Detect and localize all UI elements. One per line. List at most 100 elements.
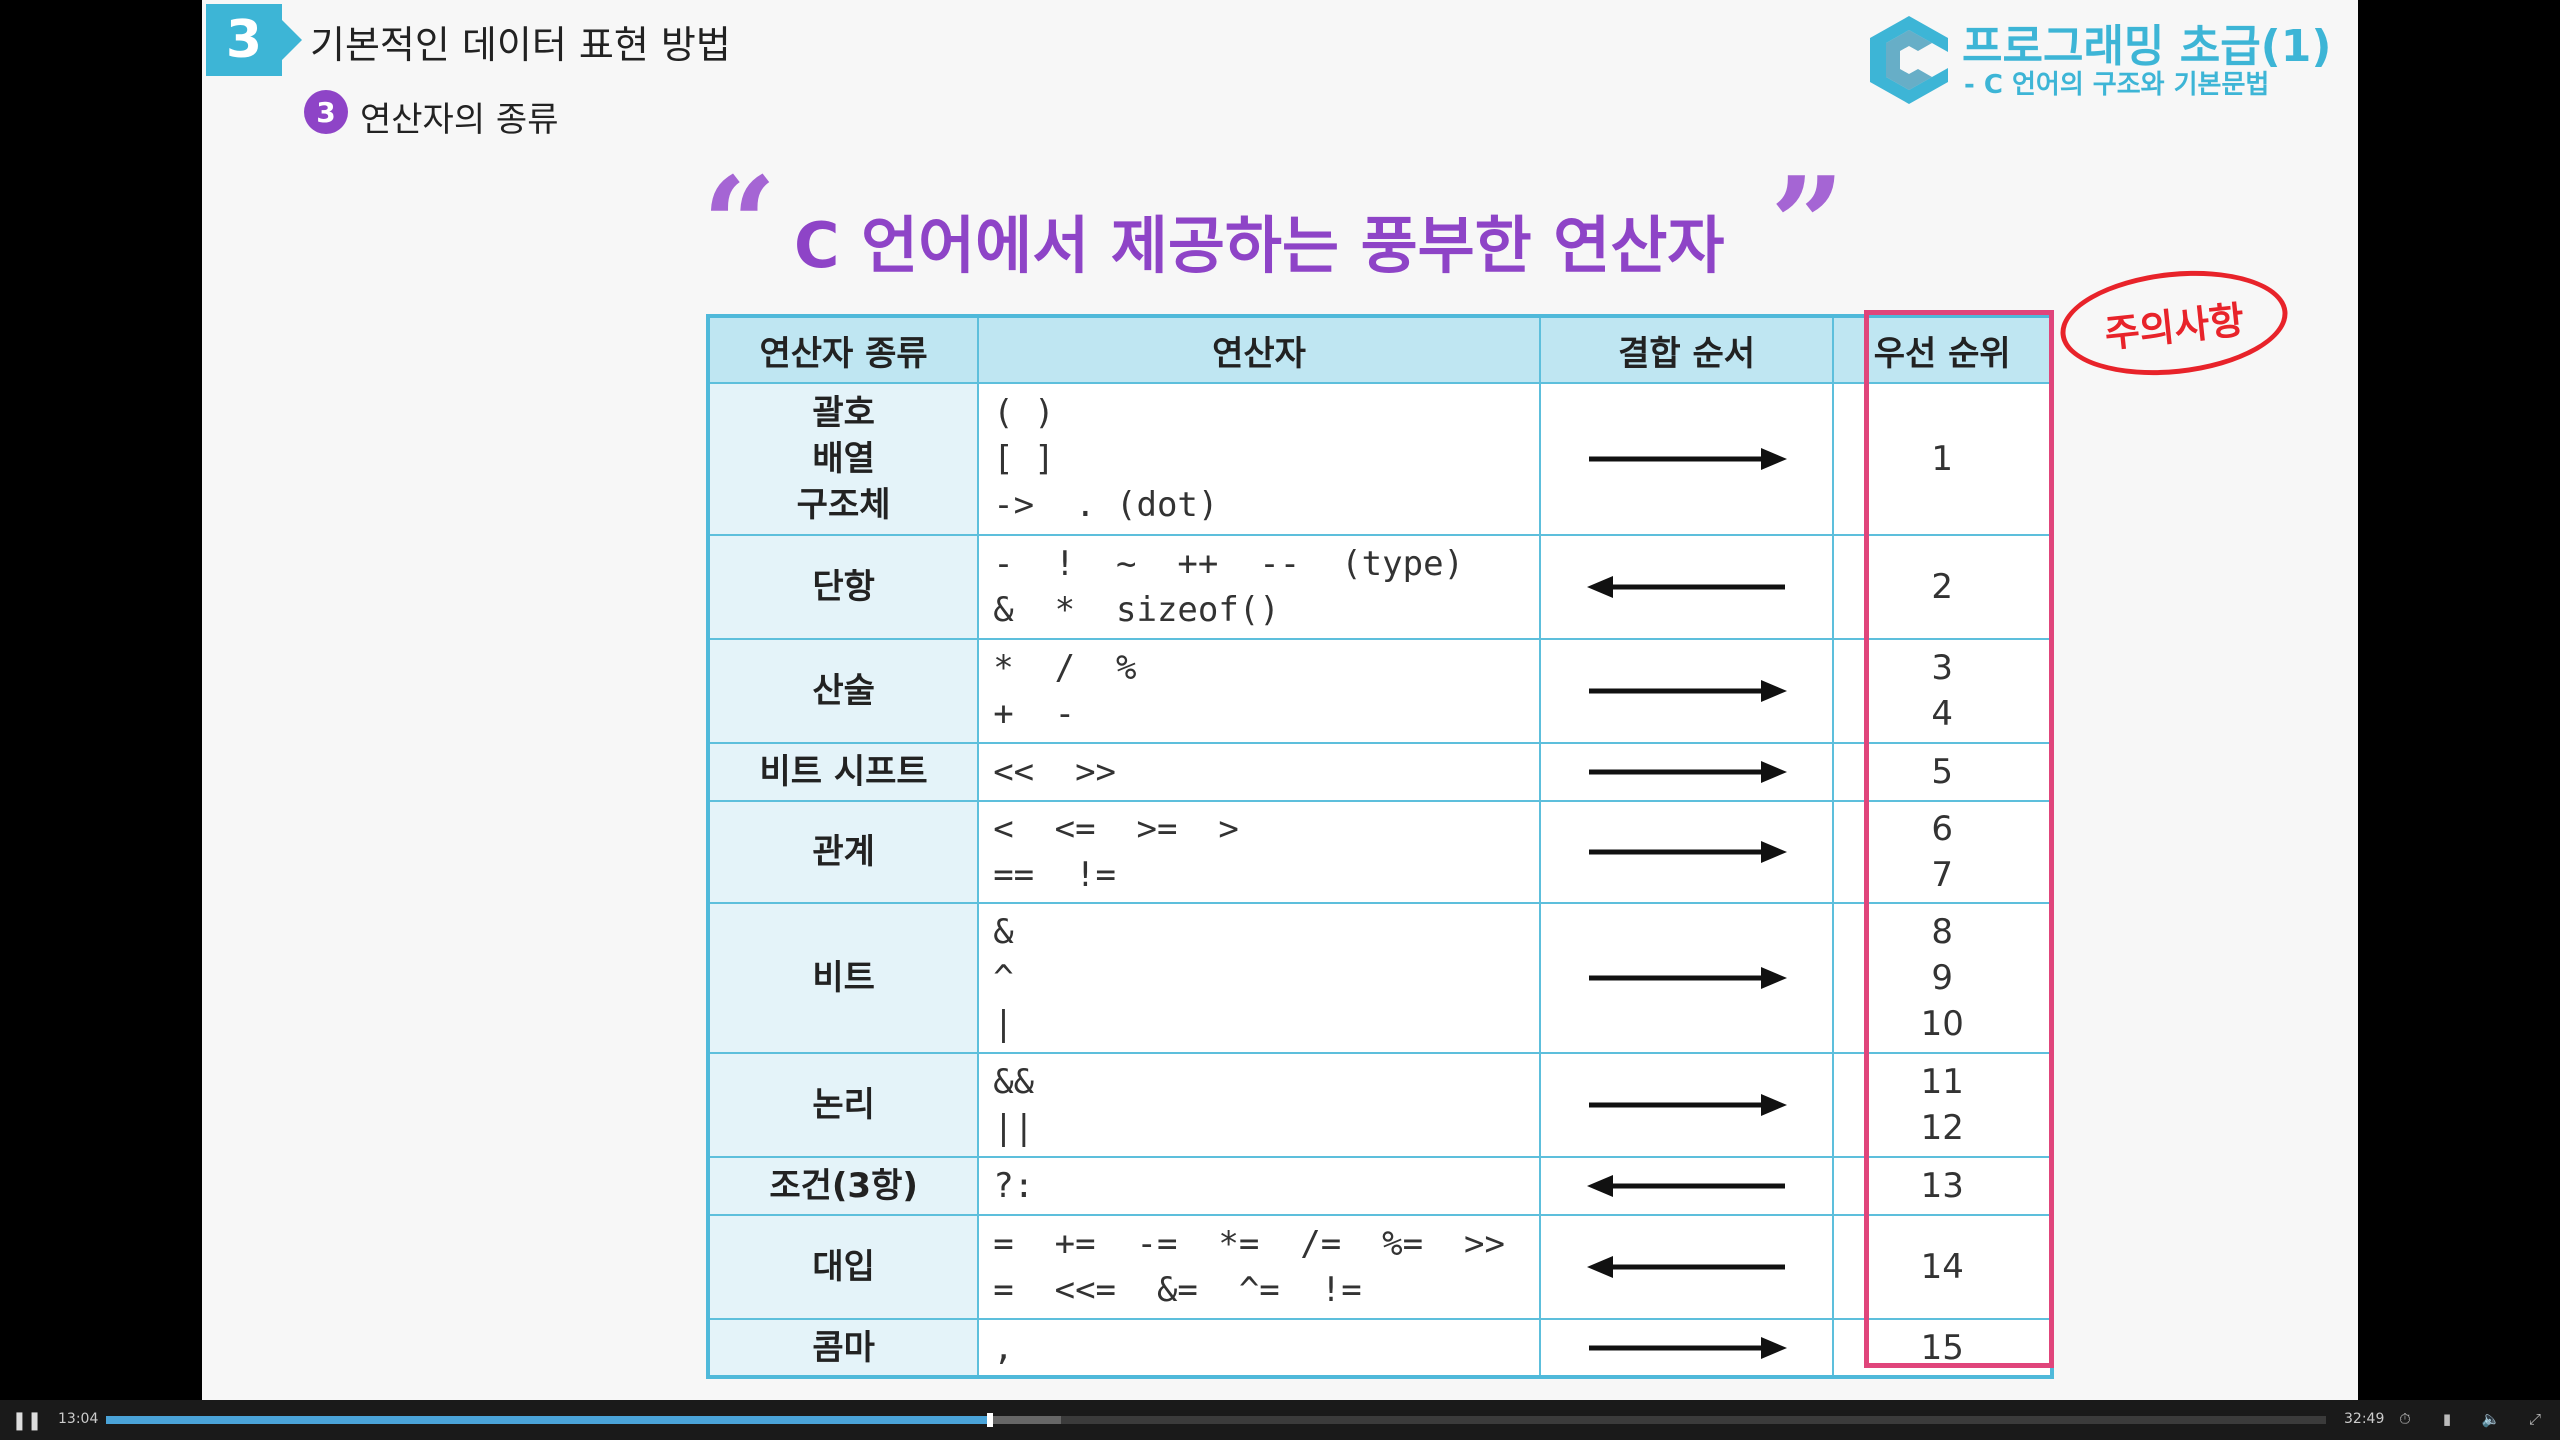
seek-handle[interactable] (986, 1413, 993, 1427)
table-row: 단항 - ! ~ ++ -- (type) & * sizeof() 2 (706, 534, 2053, 640)
associativity-cell (1538, 1052, 1835, 1158)
table-row: 산술 * / % + - 3 4 (706, 638, 2053, 744)
operator-category: 비트 (706, 902, 980, 1054)
pause-icon[interactable]: ❚❚ (11, 1409, 43, 1431)
operator-category-text: 괄호 배열 구조체 (796, 393, 891, 525)
arrow-right-icon (1588, 448, 1787, 470)
section-title: 기본적인 데이터 표현 방법 (310, 23, 731, 67)
table-row: 조건(3항)?: 13 (706, 1156, 2053, 1216)
operator-category-text: 콤마 (812, 1327, 875, 1368)
open-quote-icon: “ (702, 148, 777, 301)
table-row: 대입 = += -= *= /= %= >> = <<= &= ^= != 14 (706, 1214, 2053, 1320)
associativity-cell (1538, 1318, 1835, 1378)
precedence-value-text: 13 (1920, 1166, 1964, 1206)
total-time: 32:49 (2344, 1411, 2385, 1427)
operator-category-text: 비트 시프트 (759, 752, 928, 792)
operator-list: ?: (977, 1156, 1541, 1216)
table-row: 비트 & ^ | 8 9 10 (706, 902, 2053, 1054)
operator-category-text: 논리 (812, 1085, 875, 1125)
precedence-value-text: 8 9 10 (1920, 912, 1964, 1044)
associativity-cell (1538, 382, 1835, 536)
current-time: 13:04 (58, 1411, 99, 1427)
precedence-value: 11 12 (1832, 1052, 2053, 1158)
quality-icon[interactable]: ▮ (2442, 1410, 2452, 1428)
operator-category-text: 관계 (812, 832, 875, 872)
operator-list: - ! ~ ++ -- (type) & * sizeof() (977, 534, 1541, 640)
precedence-value: 2 (1832, 534, 2053, 640)
course-subtitle: - C 언어의 구조와 기본문법 (1964, 70, 2270, 100)
operator-category-text: 산술 (812, 671, 875, 711)
precedence-value: 1 (1832, 382, 2053, 536)
course-logo-icon (1870, 16, 1948, 104)
course-title: 프로그래밍 초급(1) (1962, 21, 2332, 72)
close-quote-icon: ” (1770, 148, 1845, 301)
caution-note-text: 주의사항 (2102, 297, 2247, 356)
operator-list-text: , (993, 1327, 1014, 1368)
associativity-cell (1538, 800, 1835, 904)
operator-list: * / % + - (977, 638, 1541, 744)
subsection-title: 연산자의 종류 (360, 100, 559, 140)
arrow-left-icon (1586, 576, 1785, 598)
precedence-value: 5 (1832, 742, 2053, 802)
header-category: 연산자 종류 (706, 315, 980, 384)
header-precedence: 우선 순위 (1832, 315, 2053, 384)
video-player-bar: ❚❚ 13:04 32:49 ⏱ ▮ 🔈 ⤢ (0, 1400, 2560, 1440)
operator-list: = += -= *= /= %= >> = <<= &= ^= != (977, 1214, 1541, 1320)
table-header-row: 연산자 종류 연산자 결합 순서 우선 순위 (706, 315, 2053, 384)
operator-category: 조건(3항) (706, 1156, 980, 1216)
operator-category: 관계 (706, 800, 980, 904)
headline: C 언어에서 제공하는 풍부한 연산자 (794, 209, 1725, 282)
lecture-slide: 3 기본적인 데이터 표현 방법 3 연산자의 종류 프로그래밍 초급(1) -… (202, 0, 2358, 1400)
operator-list-text: ?: (993, 1166, 1035, 1206)
arrow-left-icon (1586, 1175, 1785, 1197)
associativity-cell (1538, 742, 1835, 802)
operator-category: 산술 (706, 638, 980, 744)
operator-category: 비트 시프트 (706, 742, 980, 802)
operator-list: < <= >= > == != (977, 800, 1541, 904)
precedence-value-text: 3 4 (1931, 648, 1954, 734)
operator-category-text: 단항 (812, 567, 875, 607)
precedence-value: 15 (1832, 1318, 2053, 1378)
precedence-value-text: 2 (1931, 567, 1954, 607)
operator-category: 괄호 배열 구조체 (706, 382, 980, 536)
volume-icon[interactable]: 🔈 (2481, 1410, 2501, 1428)
associativity-cell (1538, 534, 1835, 640)
table-row: 괄호 배열 구조체 ( ) [ ] -> . (dot) 1 (706, 382, 2053, 536)
seek-bar[interactable] (106, 1413, 2326, 1427)
precedence-value-text: 6 7 (1931, 809, 1954, 895)
operator-list-text: && || (993, 1062, 1035, 1148)
operator-list-text: - ! ~ ++ -- (type) & * sizeof() (993, 544, 1465, 630)
precedence-value-text: 1 (1931, 439, 1954, 479)
operator-category: 단항 (706, 534, 980, 640)
subsection-number-badge: 3 (304, 90, 348, 134)
precedence-value: 13 (1832, 1156, 2053, 1216)
arrow-left-icon (1586, 1256, 1785, 1278)
associativity-cell (1538, 1156, 1835, 1216)
speed-icon[interactable]: ⏱ (2399, 1410, 2411, 1428)
operator-category: 콤마 (706, 1318, 980, 1378)
operator-list-text: < <= >= > == != (993, 809, 1239, 895)
operator-list-text: * / % + - (993, 648, 1137, 734)
operator-list: , (977, 1318, 1541, 1378)
associativity-cell (1538, 1214, 1835, 1320)
operator-list-text: & ^ | (993, 912, 1014, 1044)
precedence-value: 3 4 (1832, 638, 2053, 744)
header-operators: 연산자 (977, 315, 1541, 384)
operator-list: & ^ | (977, 902, 1541, 1054)
table-row: 논리 && || 11 12 (706, 1052, 2053, 1158)
associativity-cell (1538, 902, 1835, 1054)
precedence-value-text: 11 12 (1920, 1062, 1964, 1148)
seek-bar-played (106, 1416, 990, 1424)
operator-list-text: ( ) [ ] -> . (dot) (993, 393, 1219, 525)
arrow-right-icon (1588, 1336, 1787, 1359)
fullscreen-icon[interactable]: ⤢ (2528, 1410, 2541, 1428)
operator-table: 연산자 종류 연산자 결합 순서 우선 순위 괄호 배열 구조체 ( ) [ ] … (706, 314, 2054, 1379)
precedence-value-text: 5 (1931, 752, 1954, 792)
operator-list: && || (977, 1052, 1541, 1158)
operator-category-text: 조건(3항) (769, 1166, 918, 1206)
operator-list-text: = += -= *= /= %= >> = <<= &= ^= != (993, 1224, 1505, 1310)
operator-list: << >> (977, 742, 1541, 802)
operator-category-text: 비트 (812, 958, 875, 998)
operator-category: 논리 (706, 1052, 980, 1158)
caution-note-oval: 주의사항 (2055, 260, 2293, 386)
